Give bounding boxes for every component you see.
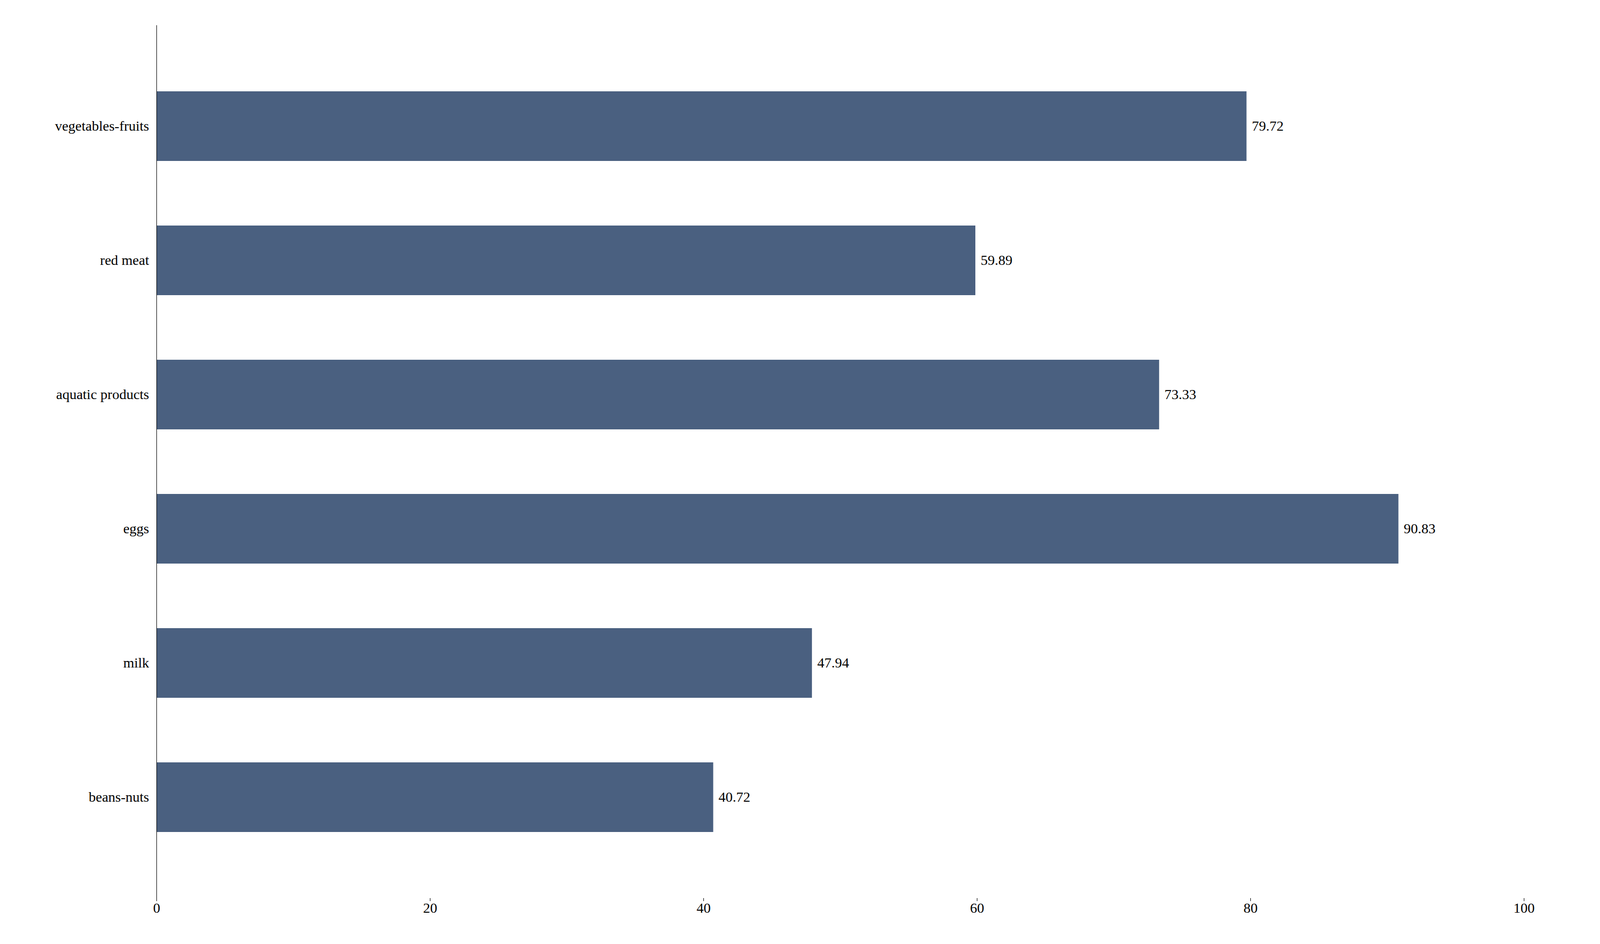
- svg-text:milk: milk: [123, 654, 149, 671]
- svg-text:eggs: eggs: [123, 520, 149, 537]
- svg-text:0: 0: [153, 900, 161, 916]
- svg-text:80: 80: [1243, 900, 1258, 916]
- svg-text:40.72: 40.72: [718, 789, 751, 805]
- svg-text:73.33: 73.33: [1164, 386, 1197, 403]
- svg-text:beans-nuts: beans-nuts: [88, 789, 150, 805]
- svg-text:20: 20: [423, 900, 438, 916]
- svg-text:60: 60: [970, 900, 985, 916]
- svg-text:59.89: 59.89: [980, 252, 1013, 268]
- svg-text:aquatic products: aquatic products: [56, 386, 149, 403]
- svg-text:90.83: 90.83: [1403, 520, 1436, 537]
- svg-text:red meat: red meat: [99, 252, 149, 268]
- svg-text:40: 40: [696, 900, 711, 916]
- svg-text:47.94: 47.94: [817, 654, 850, 671]
- svg-text:79.72: 79.72: [1251, 118, 1284, 134]
- svg-text:vegetables-fruits: vegetables-fruits: [54, 118, 150, 134]
- svg-text:100: 100: [1513, 900, 1535, 916]
